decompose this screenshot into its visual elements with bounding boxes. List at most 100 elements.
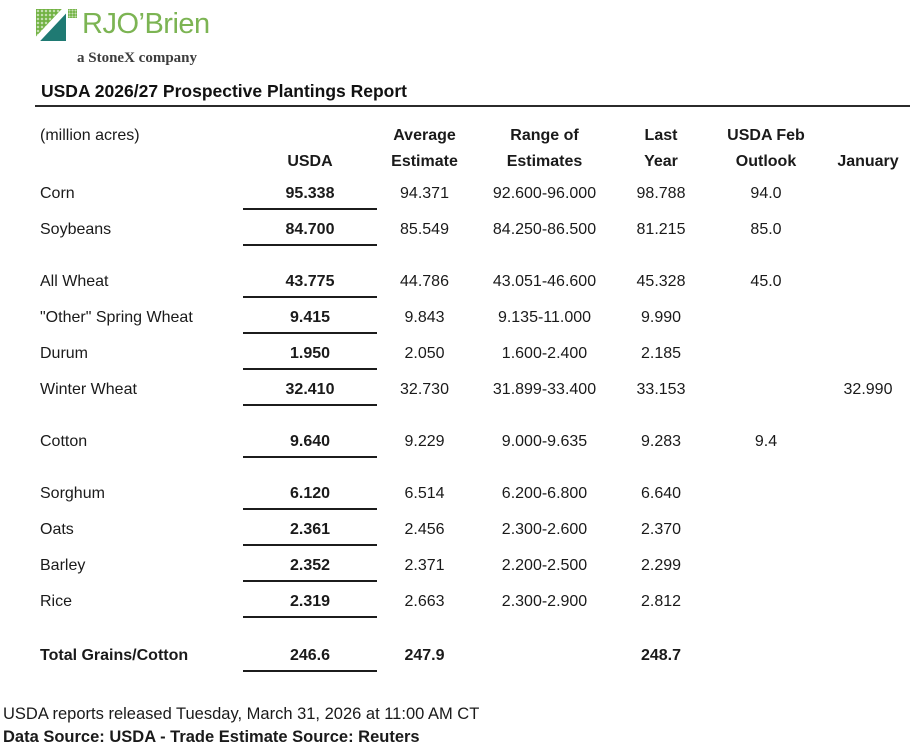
feb-outlook-value: [705, 479, 827, 485]
commodity-label: Durum: [40, 345, 89, 362]
january-value: [827, 267, 909, 273]
brand-tagline: a StoneX company: [77, 50, 198, 66]
january-value: 32.990: [843, 381, 893, 398]
last-year-value: 81.215: [636, 221, 686, 238]
average-estimate-value: 6.514: [404, 485, 445, 502]
january-value: [827, 427, 909, 433]
usda-value-cell: 43.775: [243, 267, 377, 298]
table-row-oats: Oats 2.361 2.456 2.300-2.600 2.370: [38, 515, 911, 551]
col-feboutlook-line1: USDA Feb: [727, 127, 805, 144]
usda-value: 2.361: [243, 515, 377, 546]
range-value: 1.600-2.400: [501, 345, 588, 362]
plantings-table: (million acres) Average Range of Last US…: [38, 119, 911, 677]
usda-value-cell: 9.640: [243, 427, 377, 458]
average-estimate-value: 2.456: [404, 521, 445, 538]
table-body: Corn 95.338 94.371 92.600-96.000 98.788 …: [38, 179, 911, 677]
group-spacer: [38, 411, 911, 427]
last-year-value: 9.990: [640, 309, 682, 326]
range-value: 9.135-11.000: [497, 309, 592, 326]
range-value: [472, 641, 617, 647]
january-value: [827, 587, 909, 593]
feb-outlook-value: [705, 339, 827, 345]
usda-value: 95.338: [243, 179, 377, 210]
usda-value: 43.775: [243, 267, 377, 298]
usda-value: 84.700: [243, 215, 377, 246]
usda-value: 9.415: [243, 303, 377, 334]
usda-value-cell: 2.361: [243, 515, 377, 546]
table-row-winter-wheat: Winter Wheat 32.410 32.730 31.899-33.400…: [38, 375, 911, 411]
usda-value-cell: 2.352: [243, 551, 377, 582]
last-year-value: 2.299: [640, 557, 682, 574]
commodity-label: Winter Wheat: [40, 381, 137, 398]
average-estimate-value: 9.229: [404, 433, 445, 450]
range-value: 9.000-9.635: [501, 433, 588, 450]
table-row-corn: Corn 95.338 94.371 92.600-96.000 98.788 …: [38, 179, 911, 215]
commodity-label: Rice: [40, 593, 73, 610]
logo-square: [36, 9, 66, 41]
commodity-label: Corn: [40, 185, 75, 202]
range-value: 6.200-6.800: [501, 485, 588, 502]
usda-value-cell: 9.415: [243, 303, 377, 334]
average-estimate-value: 2.371: [404, 557, 445, 574]
table-row-rice: Rice 2.319 2.663 2.300-2.900 2.812: [38, 587, 911, 623]
col-lastyear-line2: Year: [644, 153, 678, 170]
commodity-label: Soybeans: [40, 221, 112, 238]
last-year-value: 6.640: [640, 485, 682, 502]
january-value: [827, 515, 909, 521]
table-row-other-spring-wheat: "Other" Spring Wheat 9.415 9.843 9.135-1…: [38, 303, 911, 339]
commodity-label: Barley: [40, 557, 86, 574]
usda-value-cell: 6.120: [243, 479, 377, 510]
last-year-value: 9.283: [640, 433, 682, 450]
rjobrien-logo-icon: [36, 9, 80, 47]
col-average-line2: Estimate: [391, 153, 458, 170]
january-value: [827, 303, 909, 309]
usda-value: 9.640: [243, 427, 377, 458]
range-value: 2.300-2.900: [501, 593, 588, 610]
january-value: [827, 215, 909, 221]
table-row-barley: Barley 2.352 2.371 2.200-2.500 2.299: [38, 551, 911, 587]
average-estimate-value: 9.843: [404, 309, 445, 326]
usda-value: 2.352: [243, 551, 377, 582]
report-title: USDA 2026/27 Prospective Plantings Repor…: [41, 81, 408, 101]
range-value: 2.200-2.500: [501, 557, 588, 574]
last-year-value: 2.370: [640, 521, 682, 538]
feb-outlook-value: [705, 587, 827, 593]
range-value: 43.051-46.600: [492, 273, 597, 290]
feb-outlook-value: [705, 515, 827, 521]
range-value: 84.250-86.500: [492, 221, 597, 238]
feb-outlook-value: 9.4: [754, 433, 778, 450]
usda-value: 32.410: [243, 375, 377, 406]
col-january: January: [837, 153, 899, 170]
average-estimate-value: 44.786: [400, 273, 449, 290]
table-row-soybeans: Soybeans 84.700 85.549 84.250-86.500 81.…: [38, 215, 911, 251]
commodity-label: Cotton: [40, 433, 88, 450]
average-estimate-value: 94.371: [400, 185, 449, 202]
col-feboutlook-line2: Outlook: [735, 153, 797, 170]
rjo-brien-logo: RJO’Brien a StoneX company: [0, 0, 911, 76]
release-note: USDA reports released Tuesday, March 31,…: [3, 705, 480, 723]
title-rule: USDA 2026/27 Prospective Plantings Repor…: [35, 80, 910, 107]
usda-value: 246.6: [243, 641, 377, 672]
group-spacer: [38, 251, 911, 267]
logo-dot-square: [68, 9, 77, 18]
usda-value: 2.319: [243, 587, 377, 618]
commodity-label: Sorghum: [40, 485, 105, 502]
usda-value: 1.950: [243, 339, 377, 370]
table-header-line1: (million acres) Average Range of Last US…: [38, 119, 911, 145]
average-estimate-value: 32.730: [400, 381, 449, 398]
commodity-label: "Other" Spring Wheat: [40, 309, 193, 326]
last-year-value: 98.788: [636, 185, 686, 202]
commodity-label: Total Grains/Cotton: [40, 647, 189, 664]
units-label: (million acres): [40, 127, 140, 144]
last-year-value: 2.812: [640, 593, 682, 610]
group-spacer: [38, 623, 911, 641]
col-average-line1: Average: [393, 127, 456, 144]
commodity-label: Oats: [40, 521, 74, 538]
usda-value-cell: 32.410: [243, 375, 377, 406]
range-value: 31.899-33.400: [492, 381, 597, 398]
table-row-total-grains-cotton: Total Grains/Cotton 246.6 247.9 248.7: [38, 641, 911, 677]
feb-outlook-value: 45.0: [750, 273, 782, 290]
table-row-all-wheat: All Wheat 43.775 44.786 43.051-46.600 45…: [38, 267, 911, 303]
average-estimate-value: 2.663: [404, 593, 445, 610]
table-row-cotton: Cotton 9.640 9.229 9.000-9.635 9.283 9.4: [38, 427, 911, 463]
